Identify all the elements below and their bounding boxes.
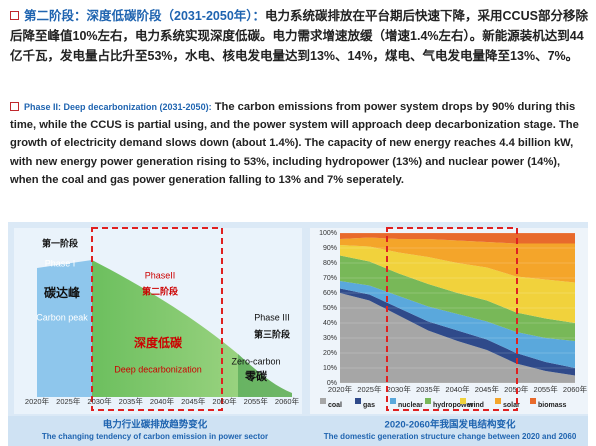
- x-tick-label: 2030年: [87, 396, 112, 406]
- legend-label: hydropower: [433, 402, 473, 409]
- x-tick-label: 2050年: [212, 396, 237, 406]
- x-tick-label: 2030年: [387, 384, 412, 394]
- x-tick-label: 2045年: [181, 396, 206, 406]
- phase3-area: [238, 354, 292, 397]
- x-tick-label: 2060年: [275, 396, 300, 406]
- legend-label: nuclear: [398, 402, 423, 409]
- legend-label: coal: [328, 402, 342, 409]
- y-tick-label: 90%: [323, 245, 337, 252]
- annotation: 碳达峰: [44, 285, 81, 300]
- legend-label: biomass: [538, 402, 567, 409]
- x-tick-label: 2035年: [416, 384, 441, 394]
- zh-title: 第二阶段：深度低碳阶段（2031-2050年）：: [24, 9, 266, 23]
- x-tick-label: 2020年: [328, 384, 353, 394]
- annotation: Deep decarbonization: [114, 364, 202, 374]
- phase1-area: [37, 260, 92, 397]
- x-tick-label: 2040年: [445, 384, 470, 394]
- legend-swatch: [460, 398, 466, 404]
- legend-swatch: [495, 398, 501, 404]
- legend-label: solar: [503, 402, 520, 409]
- highlight-box: [91, 227, 223, 411]
- zh-paragraph: 第二阶段：深度低碳阶段（2031-2050年）：电力系统碳排放在平台期后快速下降…: [10, 6, 588, 66]
- bullet: [10, 102, 19, 111]
- annotation: Carbon peak: [36, 312, 88, 322]
- annotation: Zero-carbon: [231, 356, 280, 366]
- annotation: PhaseII: [145, 270, 176, 280]
- caption-bar: [8, 416, 588, 446]
- annotation: 第三阶段: [254, 328, 291, 339]
- x-tick-label: 2025年: [56, 396, 81, 406]
- legend-label: gas: [363, 402, 375, 409]
- y-tick-label: 20%: [323, 350, 337, 357]
- y-tick-label: 80%: [323, 260, 337, 267]
- legend-swatch: [425, 398, 431, 404]
- x-tick-label: 2020年: [25, 396, 50, 406]
- en-paragraph: Phase II: Deep decarbonization (2031-205…: [10, 98, 588, 189]
- annotation: 零碳: [244, 369, 268, 383]
- legend-swatch: [530, 398, 536, 404]
- x-tick-label: 2055年: [534, 384, 559, 394]
- x-tick-label: 2040年: [150, 396, 175, 406]
- y-tick-label: 60%: [323, 290, 337, 297]
- legend-label: wind: [467, 402, 484, 409]
- annotation: 第一阶段: [42, 237, 79, 248]
- annotation: 深度低碳: [134, 335, 183, 350]
- x-tick-label: 2035年: [119, 396, 144, 406]
- caption-en: The domestic generation structure change…: [324, 432, 577, 441]
- annotation: Phase III: [254, 312, 290, 322]
- x-tick-label: 2025年: [357, 384, 382, 394]
- en-body: The carbon emissions from power system d…: [10, 101, 579, 186]
- y-tick-label: 0%: [327, 380, 337, 387]
- x-tick-label: 2045年: [475, 384, 500, 394]
- legend-swatch: [355, 398, 361, 404]
- y-tick-label: 40%: [323, 320, 337, 327]
- x-tick-label: 2060年: [563, 384, 588, 394]
- legend-swatch: [390, 398, 396, 404]
- highlight-box: [386, 227, 518, 411]
- y-tick-label: 30%: [323, 335, 337, 342]
- y-tick-label: 10%: [323, 365, 337, 372]
- caption-zh: 电力行业碳排放趋势变化: [103, 419, 208, 431]
- zh-body: 电力系统碳排放在平台期后快速下降，采用CCUS部分移除后降至峰值10%左右，电力…: [10, 9, 588, 63]
- annotation: 第二阶段: [142, 285, 179, 296]
- legend-swatch: [320, 398, 326, 404]
- x-tick-label: 2055年: [244, 396, 269, 406]
- y-tick-label: 50%: [323, 305, 337, 312]
- y-tick-label: 100%: [319, 230, 337, 237]
- caption-en: The changing tendency of carbon emission…: [42, 432, 268, 441]
- annotation: Phase I: [45, 258, 76, 268]
- area: [340, 281, 575, 368]
- y-tick-label: 70%: [323, 275, 337, 282]
- en-title: Phase II: Deep decarbonization (2031-205…: [24, 102, 212, 112]
- bullet: [10, 11, 19, 20]
- caption-zh: 2020-2060年我国发电结构变化: [385, 419, 516, 431]
